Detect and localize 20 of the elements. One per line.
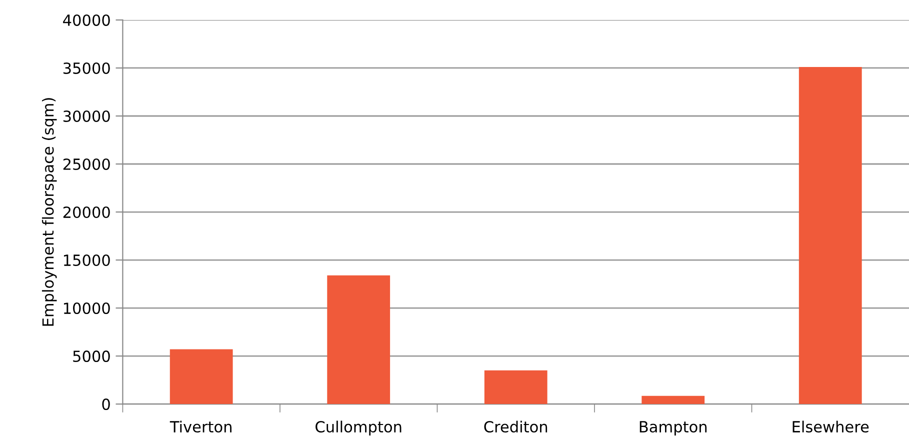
bar — [484, 370, 548, 404]
y-tick-label: 10000 — [64, 302, 110, 314]
x-tick-label: Bampton — [640, 421, 707, 436]
x-tick-label: Cullompton — [316, 420, 402, 436]
y-tick-label: 30000 — [63, 110, 110, 122]
x-tick-label: Elsewhere — [792, 420, 869, 433]
x-tick-label: Tiverton — [170, 420, 232, 433]
y-tick-label: 40000 — [63, 14, 110, 26]
y-tick-label: 35000 — [63, 62, 110, 74]
bar — [642, 396, 705, 404]
x-tick-label: Crediton — [484, 420, 548, 433]
y-axis-title: Employment floorspace (sqm) — [42, 98, 57, 326]
y-tick-label: 15000 — [64, 254, 110, 266]
y-tick-label: 20000 — [63, 206, 110, 218]
bar — [798, 67, 862, 404]
bar — [170, 349, 233, 404]
y-tick-label: 5000 — [73, 350, 110, 362]
bar — [327, 275, 390, 404]
y-tick-label: 0 — [102, 398, 110, 410]
y-tick-label: 25000 — [63, 158, 110, 170]
